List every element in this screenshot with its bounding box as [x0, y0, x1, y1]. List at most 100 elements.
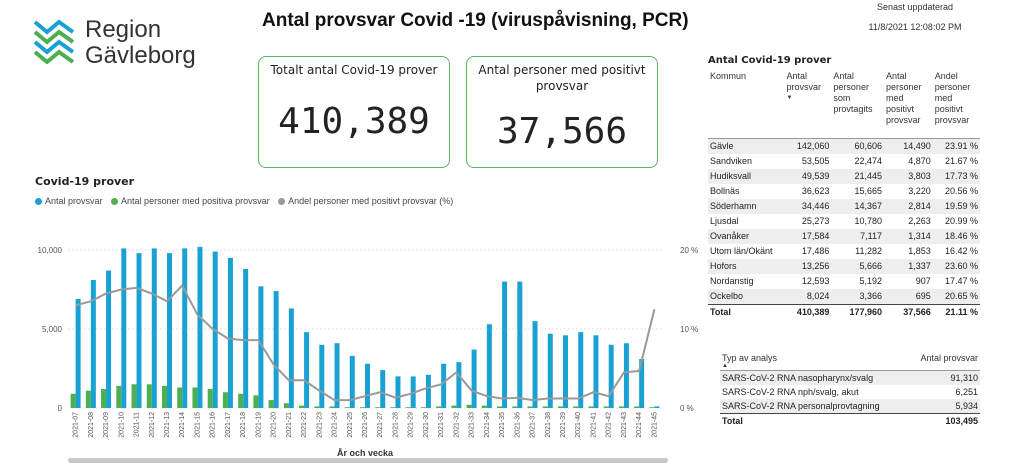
x-tick-label: 2021-41	[590, 412, 597, 438]
bar-positive	[85, 390, 91, 408]
bar-positive	[588, 406, 594, 408]
cell-kommun: Bollnäs	[710, 185, 740, 196]
table2-header-row: Typ av analys Antal provsvar	[720, 352, 980, 371]
x-tick-label: 2021-21	[286, 412, 293, 438]
bar-total	[349, 355, 355, 408]
col-header-typ-av-analys-label: Typ av analys	[722, 353, 778, 363]
bar-total	[380, 370, 386, 408]
kpi-card-total-tests[interactable]: Totalt antal Covid-19 prover 410,389	[258, 56, 450, 168]
total-andel: 21.11 %	[932, 303, 980, 320]
x-tick-label: 2021-36	[514, 412, 521, 438]
kpi-total-label: Totalt antal Covid-19 prover	[270, 63, 438, 77]
cell-value: 2,814	[908, 200, 931, 211]
col-header-andel[interactable]: Andel personer med positivt provsvar	[934, 71, 971, 125]
col-header-antal-provsvar[interactable]: Antal provsvar	[784, 70, 831, 138]
bar-total	[593, 335, 599, 408]
col-header-typ-av-analys[interactable]: Typ av analys	[720, 352, 908, 371]
cell-value: 36,623	[801, 185, 830, 196]
x-tick-label: 2021-23	[316, 412, 323, 438]
chart-legend: Antal provsvar Antal personer med positi…	[35, 196, 459, 206]
cell-value: 907	[915, 275, 931, 286]
cell-value: 4,870	[908, 155, 931, 166]
x-tick-label: 2021-16	[210, 412, 217, 438]
legend-item-positive[interactable]: Antal personer med positiva provsvar	[111, 196, 270, 206]
table-row[interactable]: Nordanstig 12,593 5,192 907 17.47 %	[708, 274, 980, 289]
x-tick-label: 2021-22	[301, 412, 308, 438]
x-tick-label: 2021-42	[606, 412, 613, 438]
cell-kommun: Hofors	[710, 260, 737, 271]
page-title: Antal provsvar Covid -19 (viruspåvisning…	[262, 10, 689, 31]
bar-total	[608, 344, 614, 408]
bar-positive	[420, 407, 426, 408]
table-row[interactable]: SARS-CoV-2 RNA nasopharynx/svalg 91,310	[720, 370, 980, 385]
bar-positive	[238, 393, 244, 408]
bar-positive	[481, 405, 487, 408]
bar-total	[121, 248, 127, 408]
bar-total	[288, 308, 294, 408]
bar-positive	[146, 384, 152, 408]
bar-positive	[360, 407, 365, 408]
x-tick-label: 2021-33	[469, 412, 476, 438]
col-header-positiva[interactable]: Antal personer med positivt provsvar	[886, 71, 922, 125]
table-row[interactable]: Ovanåker 17,584 7,117 1,314 18.46 %	[708, 228, 980, 244]
table-row[interactable]: Utom län/Okänt 17,486 11,282 1,853 16.42 %	[708, 244, 980, 259]
bar-positive	[344, 407, 350, 408]
bar-positive	[207, 389, 213, 408]
cell-analysis-type: SARS-CoV-2 RNA nph/svalg, akut	[722, 387, 859, 397]
legend-item-total[interactable]: Antal provsvar	[35, 196, 103, 206]
bar-positive	[329, 406, 335, 408]
table-row[interactable]: SARS-CoV-2 RNA nph/svalg, akut 6,251	[720, 385, 980, 399]
bar-total	[151, 248, 157, 408]
bar-total	[258, 286, 264, 408]
bar-positive	[314, 406, 320, 408]
legend-label-share: Andel personer med positivt provsvar (%)	[288, 196, 454, 206]
x-tick-label: 2021-26	[362, 412, 369, 438]
covid-tests-chart: 0 5,000 10,000 0 % 10 % 20 % 2021-07 2021-08 202…	[38, 246, 699, 458]
bar-positive	[131, 384, 137, 408]
table-row[interactable]: SARS-CoV-2 RNA personalprovtagning 5,934	[720, 399, 980, 414]
bar-total	[623, 343, 629, 408]
x-tick-label: 2021-31	[438, 412, 445, 438]
x-tick-label: 2021-12	[149, 412, 156, 438]
kpi-card-positive-persons[interactable]: Antal personer med positivt provsvar 37,…	[466, 56, 658, 168]
bar-total	[167, 253, 172, 408]
col-header-kommun[interactable]: Kommun	[710, 71, 747, 81]
table-row[interactable]: Ljusdal 25,273 10,780 2,263 20.99 %	[708, 214, 980, 229]
cell-value: 18.46 %	[944, 230, 978, 241]
legend-dot-share	[278, 198, 286, 205]
table-row[interactable]: Ockelbo 8,024 3,366 695 20.65 %	[708, 288, 980, 304]
region-gavleborg-logo: Region Gävleborg	[33, 14, 223, 74]
logo-wave-icon	[33, 19, 75, 64]
table-row[interactable]: Söderhamn 34,446 14,367 2,814 19.59 %	[708, 198, 980, 214]
table-row[interactable]: Hudiksvall 49,539 21,445 3,803 17.73 %	[708, 168, 980, 184]
chart-title: Covid-19 prover	[35, 175, 135, 188]
x-tick-label: 2021-32	[453, 412, 460, 438]
col-header-provtagits[interactable]: Antal personer som provtagits	[833, 71, 873, 114]
y-tick-label: 0	[58, 404, 63, 413]
bar-positive	[116, 385, 122, 408]
legend-item-share[interactable]: Andel personer med positivt provsvar (%)	[278, 196, 453, 206]
x-tick-label: 2021-30	[423, 412, 430, 438]
table-row[interactable]: Hofors 13,256 5,666 1,337 23.60 %	[708, 258, 980, 274]
bar-total	[136, 253, 142, 408]
cell-value: 5,192	[859, 275, 882, 286]
bar-total	[365, 363, 370, 408]
y2-tick-label: 20 %	[680, 246, 698, 255]
bar-total	[563, 335, 568, 408]
bar-total	[532, 321, 538, 408]
col-header-antal-provsvar-2[interactable]: Antal provsvar	[920, 353, 978, 363]
chart-scrollbar-thumb[interactable]	[68, 458, 668, 463]
x-tick-label: 2021-35	[499, 412, 506, 438]
bar-total	[90, 280, 96, 408]
table-row[interactable]: Gävle 142,060 60,606 14,490 23.91 %	[708, 138, 980, 154]
x-tick-label: 2021-10	[118, 412, 125, 438]
cell-value: 49,539	[801, 170, 830, 181]
bar-positive	[436, 406, 442, 408]
cell-value: 34,446	[801, 200, 830, 211]
legend-label-positive: Antal personer med positiva provsvar	[121, 196, 270, 206]
table-row[interactable]: Sandviken 53,505 22,474 4,870 21.67 %	[708, 154, 980, 169]
cell-kommun: Ockelbo	[710, 290, 744, 301]
cell-value: 53,505	[801, 155, 830, 166]
bar-total	[578, 332, 584, 408]
table-row[interactable]: Bollnäs 36,623 15,665 3,220 20.56 %	[708, 184, 980, 199]
